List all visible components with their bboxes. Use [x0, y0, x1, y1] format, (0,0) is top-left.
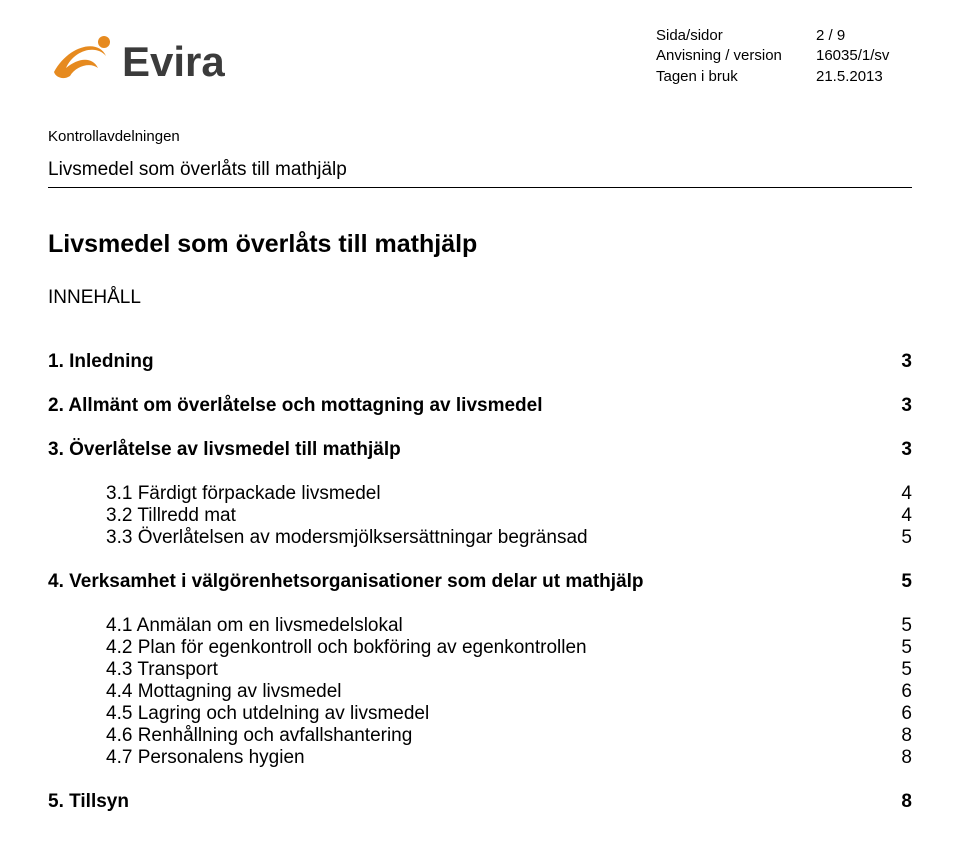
- document-title: Livsmedel som överlåts till mathjälp: [48, 230, 912, 259]
- toc-entry-page: 4: [884, 483, 912, 505]
- toc-entry-text: 4.3 Transport: [48, 659, 884, 681]
- header: Evira Sida/sidor 2 / 9 Anvisning / versi…: [48, 26, 912, 92]
- toc-entry-text: 4.7 Personalens hygien: [48, 747, 884, 769]
- toc-entry-page: 5: [884, 571, 912, 593]
- department-label: Kontrollavdelningen: [48, 128, 912, 145]
- toc-entry-page: 3: [884, 351, 912, 373]
- toc-entry: 4.6 Renhållning och avfallshantering 8: [48, 725, 912, 747]
- toc-entry-text: 3.1 Färdigt förpackade livsmedel: [48, 483, 884, 505]
- toc-entry-text: 4.5 Lagring och utdelning av livsmedel: [48, 703, 884, 725]
- toc-entry: 4.7 Personalens hygien 8: [48, 747, 912, 769]
- toc-entry: 1. Inledning 3: [48, 351, 912, 373]
- toc-entry-page: 5: [884, 659, 912, 681]
- toc-entry-page: 6: [884, 703, 912, 725]
- meta-page: Sida/sidor 2 / 9: [656, 26, 912, 46]
- toc-entry: 4.5 Lagring och utdelning av livsmedel 6: [48, 703, 912, 725]
- toc-entry-page: 8: [884, 791, 912, 813]
- toc-entry-text: 3.3 Överlåtelsen av modersmjölksersättni…: [48, 527, 884, 549]
- toc-entry: 3.1 Färdigt förpackade livsmedel 4: [48, 483, 912, 505]
- toc-entry: 5. Tillsyn 8: [48, 791, 912, 813]
- toc-entry-text: 5. Tillsyn: [48, 791, 884, 813]
- toc-entry-page: 8: [884, 725, 912, 747]
- toc-entry: 4.4 Mottagning av livsmedel 6: [48, 681, 912, 703]
- toc-entry-text: 1. Inledning: [48, 351, 884, 373]
- toc-entry: 4.2 Plan för egenkontroll och bokföring …: [48, 637, 912, 659]
- toc-entry-text: 4. Verksamhet i välgörenhetsorganisation…: [48, 571, 884, 593]
- meta-version: Anvisning / version 16035/1/sv: [656, 46, 912, 66]
- toc-entry-text: 3. Överlåtelse av livsmedel till mathjäl…: [48, 439, 884, 461]
- document-meta: Sida/sidor 2 / 9 Anvisning / version 160…: [656, 26, 912, 87]
- evira-logo: Evira: [48, 28, 268, 92]
- toc-entry-text: 4.6 Renhållning och avfallshantering: [48, 725, 884, 747]
- meta-version-value: 16035/1/sv: [816, 46, 912, 66]
- toc-entry-page: 5: [884, 637, 912, 659]
- meta-page-value: 2 / 9: [816, 26, 912, 46]
- meta-date: Tagen i bruk 21.5.2013: [656, 67, 912, 87]
- page: Evira Sida/sidor 2 / 9 Anvisning / versi…: [0, 0, 960, 813]
- toc-entry: 4.3 Transport 5: [48, 659, 912, 681]
- toc-entry: 4. Verksamhet i välgörenhetsorganisation…: [48, 571, 912, 593]
- content: Livsmedel som överlåts till mathjälp INN…: [48, 230, 912, 813]
- document-subject: Livsmedel som överlåts till mathjälp: [48, 159, 912, 188]
- toc-entry-page: 5: [884, 615, 912, 637]
- toc-entry-page: 5: [884, 527, 912, 549]
- toc-entry-page: 8: [884, 747, 912, 769]
- toc-entry-text: 3.2 Tillredd mat: [48, 505, 884, 527]
- meta-page-label: Sida/sidor: [656, 26, 816, 46]
- table-of-contents: 1. Inledning 3 2. Allmänt om överlåtelse…: [48, 351, 912, 813]
- toc-entry: 3.3 Överlåtelsen av modersmjölksersättni…: [48, 527, 912, 549]
- toc-entry-text: 2. Allmänt om överlåtelse och mottagning…: [48, 395, 884, 417]
- toc-entry-page: 4: [884, 505, 912, 527]
- toc-entry: 3.2 Tillredd mat 4: [48, 505, 912, 527]
- toc-entry-page: 6: [884, 681, 912, 703]
- toc-entry: 4.1 Anmälan om en livsmedelslokal 5: [48, 615, 912, 637]
- svg-text:Evira: Evira: [122, 38, 225, 85]
- toc-entry-page: 3: [884, 395, 912, 417]
- meta-version-label: Anvisning / version: [656, 46, 816, 66]
- evira-logo-svg: Evira: [48, 28, 268, 92]
- toc-entry: 3. Överlåtelse av livsmedel till mathjäl…: [48, 439, 912, 461]
- toc-entry-text: 4.4 Mottagning av livsmedel: [48, 681, 884, 703]
- toc-heading: INNEHÅLL: [48, 287, 912, 309]
- toc-entry-text: 4.2 Plan för egenkontroll och bokföring …: [48, 637, 884, 659]
- meta-date-value: 21.5.2013: [816, 67, 912, 87]
- toc-entry-page: 3: [884, 439, 912, 461]
- meta-date-label: Tagen i bruk: [656, 67, 816, 87]
- toc-entry: 2. Allmänt om överlåtelse och mottagning…: [48, 395, 912, 417]
- toc-entry-text: 4.1 Anmälan om en livsmedelslokal: [48, 615, 884, 637]
